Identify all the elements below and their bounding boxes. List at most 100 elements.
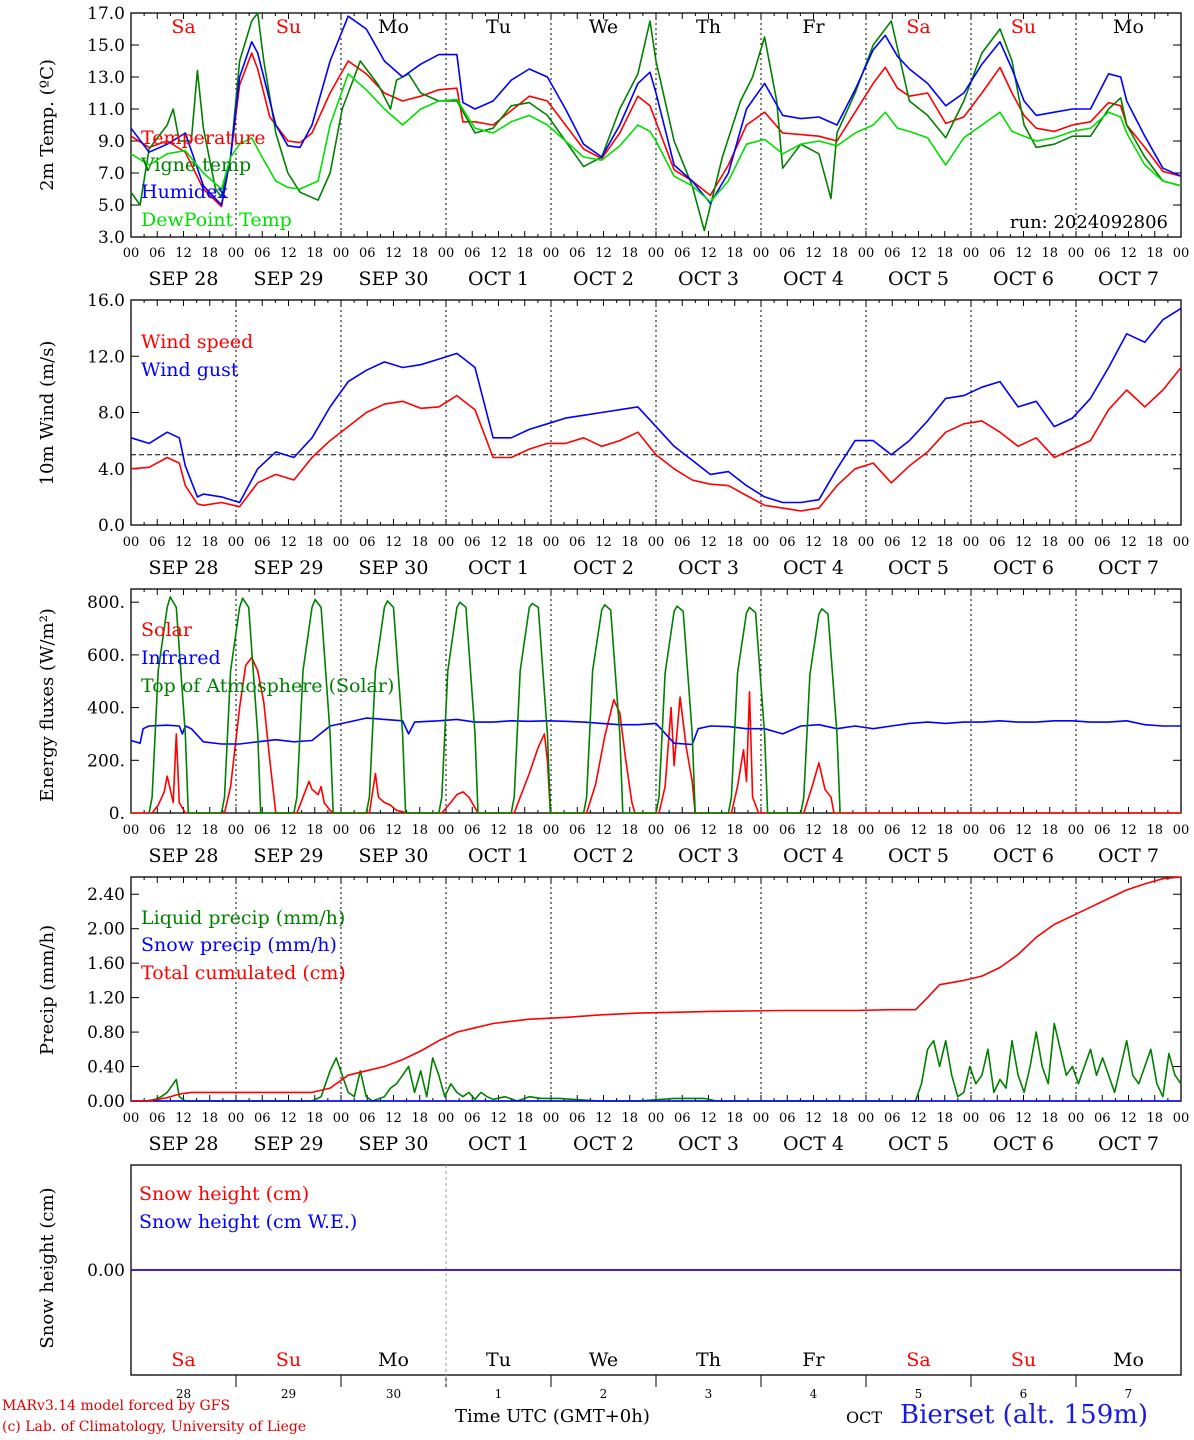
weekday-label: Th — [696, 16, 721, 38]
date-label: SEP 30 — [359, 268, 429, 290]
y-tick-label: 400. — [87, 699, 125, 719]
legend-entry: Solar — [141, 619, 193, 641]
series-line-top-of-atmosphere-solar — [148, 596, 841, 814]
y-tick-label: 0. — [109, 804, 125, 824]
hour-tick-label: 06 — [989, 1111, 1006, 1126]
day-number-label: 5 — [915, 1387, 923, 1401]
date-label: SEP 30 — [359, 557, 429, 579]
date-label: SEP 28 — [149, 845, 219, 867]
hour-tick-label: 18 — [201, 246, 218, 261]
month-label: OCT — [846, 1408, 883, 1427]
weekday-label: Mo — [378, 1349, 409, 1371]
legend-entry: Top of Atmosphere (Solar) — [141, 675, 394, 697]
lab-credit: (c) Lab. of Climatology, University of L… — [2, 1419, 307, 1435]
hour-tick-label: 06 — [149, 1111, 166, 1126]
hour-tick-label: 18 — [1146, 535, 1163, 550]
y-tick-label: 800. — [87, 593, 125, 613]
legend-entry: Snow height (cm W.E.) — [139, 1211, 357, 1233]
hour-tick-label: 18 — [621, 1111, 638, 1126]
weekday-label: Su — [1011, 16, 1036, 38]
date-label: OCT 5 — [888, 845, 949, 867]
hour-tick-label: 18 — [831, 823, 848, 838]
hour-tick-label: 12 — [910, 246, 927, 261]
y-tick-label: 17.0 — [87, 4, 125, 24]
series-line-wind-speed — [130, 366, 1182, 512]
hour-tick-label: 12 — [175, 823, 192, 838]
date-label: SEP 30 — [359, 1133, 429, 1155]
hour-tick-label: 18 — [1041, 823, 1058, 838]
hour-tick-label: 06 — [149, 823, 166, 838]
hour-tick-label: 18 — [1146, 1111, 1163, 1126]
date-label: OCT 5 — [888, 557, 949, 579]
hour-tick-label: 06 — [254, 535, 271, 550]
hour-tick-label: 00 — [333, 823, 350, 838]
hour-tick-label: 18 — [201, 1111, 218, 1126]
hour-tick-label: 00 — [648, 823, 665, 838]
legend-entry: Wind speed — [141, 331, 253, 353]
hour-tick-label: 12 — [910, 823, 927, 838]
weekday-label: Sa — [171, 1349, 195, 1371]
date-label: OCT 4 — [783, 557, 844, 579]
hour-tick-label: 06 — [884, 823, 901, 838]
y-tick-label: 3.0 — [98, 228, 125, 248]
date-label: OCT 2 — [573, 1133, 634, 1155]
weekday-label: Fr — [802, 1349, 825, 1371]
weekday-label: Su — [1011, 1349, 1036, 1371]
legend-entry: Total cumulated (cm) — [141, 962, 346, 984]
hour-tick-label: 18 — [936, 246, 953, 261]
hour-tick-label: 12 — [1015, 1111, 1032, 1126]
hour-tick-label: 12 — [280, 535, 297, 550]
hour-tick-label: 00 — [123, 246, 140, 261]
date-label: OCT 3 — [678, 268, 739, 290]
legend-entry: Temperature — [141, 127, 265, 149]
hour-tick-label: 00 — [1173, 823, 1190, 838]
hour-tick-label: 00 — [963, 823, 980, 838]
weekday-label: Sa — [906, 1349, 930, 1371]
date-label: SEP 29 — [254, 845, 324, 867]
hour-tick-label: 06 — [674, 246, 691, 261]
weekday-label: Sa — [171, 16, 195, 38]
hour-tick-label: 18 — [411, 823, 428, 838]
date-label: OCT 7 — [1098, 557, 1159, 579]
hour-tick-label: 00 — [123, 535, 140, 550]
panel-5: 0.00 Snow height (cm) Snow height (cm) Snow… — [37, 1164, 1182, 1401]
panel-4: 00 06 12 18 00 06 12 18 00 06 12 18 00 06 12 18 00 06 12 18… — [37, 876, 1189, 1155]
hour-tick-label: 18 — [1146, 246, 1163, 261]
hour-tick-label: 12 — [490, 1111, 507, 1126]
hour-tick-label: 12 — [700, 823, 717, 838]
hour-tick-label: 12 — [490, 823, 507, 838]
y-tick-label: 9.0 — [98, 132, 125, 152]
y-tick-label: 5.0 — [98, 196, 125, 216]
hour-tick-label: 12 — [1120, 246, 1137, 261]
legend-entry: Humidex — [141, 181, 228, 203]
date-label: SEP 30 — [359, 845, 429, 867]
date-label: OCT 7 — [1098, 268, 1159, 290]
hour-tick-label: 06 — [674, 823, 691, 838]
hour-tick-label: 12 — [595, 246, 612, 261]
hour-tick-label: 06 — [884, 1111, 901, 1126]
hour-tick-label: 00 — [438, 246, 455, 261]
hour-tick-label: 00 — [1068, 535, 1085, 550]
hour-tick-label: 06 — [779, 823, 796, 838]
hour-tick-label: 18 — [831, 1111, 848, 1126]
y-tick-label: 4.0 — [98, 460, 125, 480]
y-tick-label: 16.0 — [87, 291, 125, 311]
y-tick-label: 200. — [87, 751, 125, 771]
hour-tick-label: 18 — [831, 246, 848, 261]
run-annotation: run: 2024092806 — [1010, 212, 1168, 233]
hour-tick-label: 00 — [858, 535, 875, 550]
legend-entry: Infrared — [141, 647, 221, 669]
hour-tick-label: 00 — [333, 535, 350, 550]
hour-tick-label: 12 — [910, 535, 927, 550]
hour-tick-label: 18 — [726, 535, 743, 550]
day-number-label: 6 — [1020, 1387, 1028, 1401]
y-tick-label: 7.0 — [98, 164, 125, 184]
hour-tick-label: 06 — [1094, 1111, 1111, 1126]
hour-tick-label: 00 — [963, 1111, 980, 1126]
date-label: OCT 2 — [573, 845, 634, 867]
hour-tick-label: 00 — [858, 1111, 875, 1126]
hour-tick-label: 06 — [1094, 535, 1111, 550]
date-label: OCT 3 — [678, 557, 739, 579]
series-line-dewpoint-temp — [130, 73, 1182, 203]
